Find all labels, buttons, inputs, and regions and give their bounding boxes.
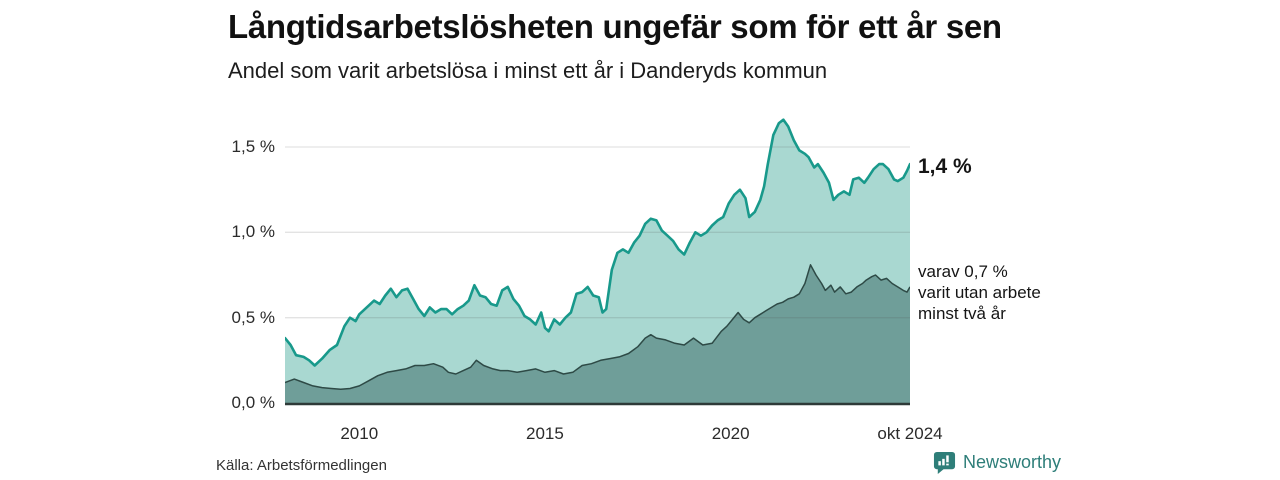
x-tick-label: 2020 <box>711 424 750 443</box>
source-note: Källa: Arbetsförmedlingen <box>216 457 387 474</box>
area-chart <box>285 118 910 406</box>
x-tick-label: 2010 <box>340 424 379 443</box>
annotation-line: varit utan arbete <box>918 283 1041 302</box>
y-tick-label: 0,0 % <box>231 393 275 412</box>
total-line <box>285 118 910 367</box>
secondary-line <box>285 264 910 391</box>
y-tick-label: 1,0 % <box>231 222 275 242</box>
annotation-line: minst två år <box>918 304 1006 323</box>
y-tick-label: 0,5 % <box>231 307 275 327</box>
page-title: Långtidsarbetslösheten ungefär som för e… <box>228 8 1002 45</box>
secondary-area <box>285 264 910 403</box>
newsworthy-bubble-barchart-icon <box>933 451 956 474</box>
x-tick-label: 2015 <box>526 424 564 443</box>
page-subtitle: Andel som varit arbetslösa i minst ett å… <box>228 58 828 83</box>
x-tick-label: okt 2024 <box>877 424 943 443</box>
y-tick-label: 1,5 % <box>231 136 275 156</box>
latest-value-annotation: 1,4 % <box>918 155 972 178</box>
brand-name: Newsworthy <box>963 452 1062 472</box>
brand-logo: Newsworthy <box>933 451 1061 474</box>
secondary-value-annotation: varav 0,7 % varit utan arbete minst två … <box>918 261 1041 324</box>
annotation-line: varav 0,7 % <box>918 262 1008 281</box>
